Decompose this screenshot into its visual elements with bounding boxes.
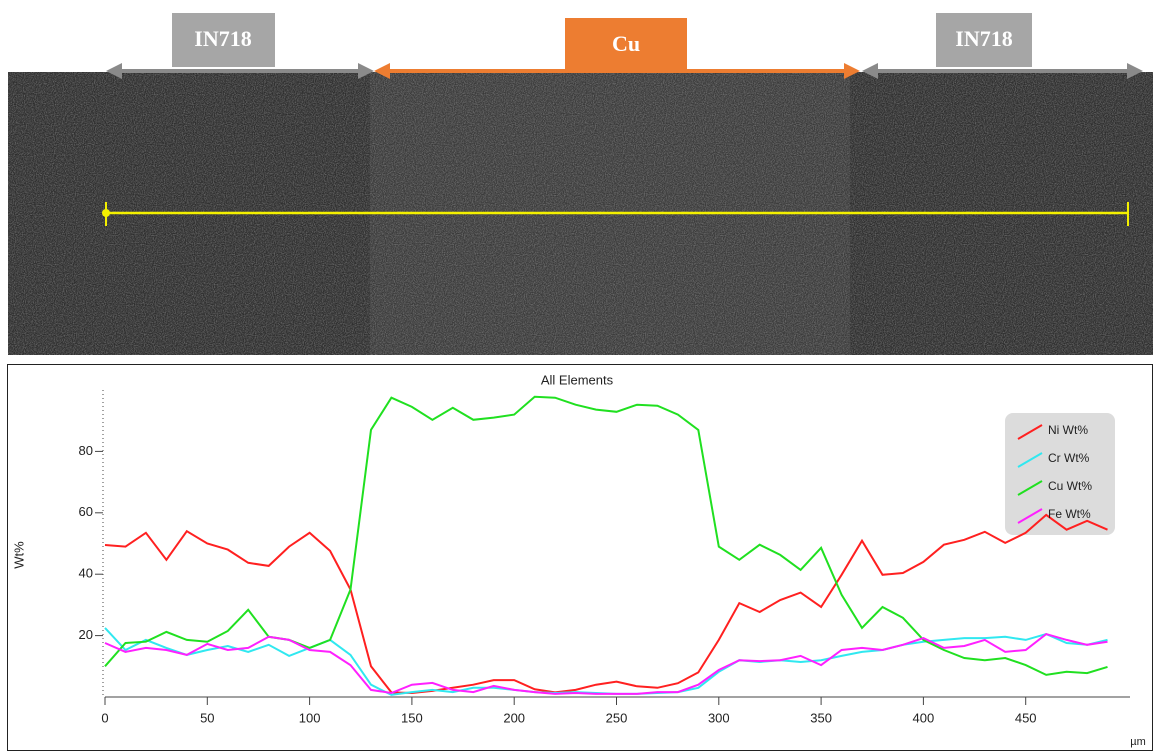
chart-title: All Elements bbox=[541, 372, 614, 387]
legend-label: Ni Wt% bbox=[1048, 423, 1088, 437]
x-tick-label: 100 bbox=[299, 710, 321, 725]
x-tick-label: 400 bbox=[913, 710, 935, 725]
x-tick-label: 350 bbox=[810, 710, 832, 725]
y-tick-label: 40 bbox=[79, 566, 93, 581]
figure: IN718 Cu IN718 All Elements Wt% µm 0 50 10… bbox=[0, 0, 1153, 751]
x-tick-label: 450 bbox=[1015, 710, 1037, 725]
region-label: IN718 bbox=[194, 26, 251, 51]
x-tick-label: 50 bbox=[200, 710, 214, 725]
x-axis-label: µm bbox=[1130, 736, 1146, 748]
y-tick-label: 80 bbox=[79, 443, 93, 458]
region-label: Cu bbox=[612, 31, 640, 56]
legend-label: Fe Wt% bbox=[1048, 507, 1091, 521]
micrograph bbox=[8, 72, 1153, 355]
legend-label: Cr Wt% bbox=[1048, 451, 1090, 465]
y-tick-label: 60 bbox=[79, 504, 93, 519]
legend-label: Cu Wt% bbox=[1048, 479, 1092, 493]
y-axis-label: Wt% bbox=[11, 541, 26, 569]
x-tick-label: 250 bbox=[606, 710, 628, 725]
x-tick-label: 150 bbox=[401, 710, 423, 725]
x-tick-label: 300 bbox=[708, 710, 730, 725]
y-tick-label: 20 bbox=[79, 627, 93, 642]
x-tick-label: 200 bbox=[503, 710, 525, 725]
region-label: IN718 bbox=[955, 26, 1012, 51]
x-tick-label: 0 bbox=[101, 710, 108, 725]
page: {"regions": ["IN718", "Cu", "IN718"], "c… bbox=[0, 0, 1153, 751]
